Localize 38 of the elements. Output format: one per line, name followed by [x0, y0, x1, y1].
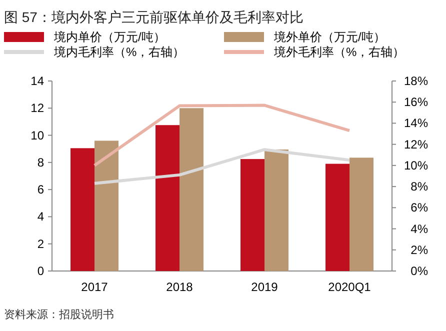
- x-tick-label: 2020Q1: [328, 280, 372, 294]
- y-tick-label: 2: [37, 236, 44, 251]
- bar: [156, 125, 180, 271]
- y-tick-label: 6: [37, 182, 44, 197]
- x-tick-label: 2019: [251, 280, 278, 294]
- line-series: [93, 104, 351, 167]
- x-tick-label: 2017: [81, 280, 108, 294]
- y-tick-label: 0: [37, 264, 44, 278]
- y2-tick-label: 4%: [410, 222, 428, 236]
- y-tick-label: 10: [30, 128, 44, 142]
- text: 资料来源：招股说明书: [4, 308, 114, 321]
- y-tick-label: 12: [30, 101, 44, 116]
- x-tick-label: 2018: [166, 280, 194, 294]
- y2-tick-label: 12%: [404, 137, 428, 152]
- bar: [180, 108, 204, 271]
- y2-tick-label: 10%: [404, 158, 428, 172]
- y-tick-label: 14: [30, 74, 44, 88]
- legend-label: 境外单价（万元/吨）: [273, 30, 386, 44]
- y2-tick-label: 0%: [410, 264, 428, 278]
- line-series: [93, 148, 351, 185]
- legend-label: 境内单价（万元/吨）: [53, 30, 166, 44]
- y2-tick-label: 18%: [404, 74, 428, 88]
- y2-tick-label: 2%: [410, 242, 428, 257]
- y2-tick-label: 6%: [410, 200, 428, 215]
- bar: [350, 158, 374, 271]
- y2-tick-label: 14%: [404, 116, 428, 130]
- legend-label: 境内毛利率（%，右轴）: [53, 45, 185, 59]
- legend-label: 境外毛利率（%，右轴）: [273, 45, 405, 59]
- bar: [264, 150, 288, 271]
- bar: [70, 148, 94, 271]
- y-tick-label: 4: [37, 210, 44, 224]
- y-tick-label: 8: [37, 155, 44, 170]
- y2-tick-label: 8%: [410, 180, 428, 194]
- chart-title: 图 57：境内外客户三元前驱体单价及毛利率对比: [4, 9, 304, 25]
- y2-tick-label: 16%: [404, 95, 428, 110]
- bar: [326, 164, 350, 271]
- bar: [94, 140, 118, 271]
- bar: [240, 159, 264, 271]
